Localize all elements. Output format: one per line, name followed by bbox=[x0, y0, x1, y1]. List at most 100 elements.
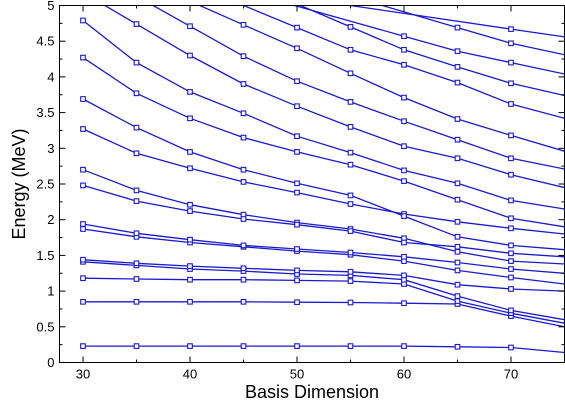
data-point-s9-x30 bbox=[80, 182, 86, 189]
data-point-s15-x40 bbox=[187, 23, 193, 30]
series-line-3 bbox=[82, 277, 565, 324]
data-point-s5-x45 bbox=[240, 265, 247, 272]
axes-group: 30 40 50 60 70 0 0.5 1 1.5 2 2.5 3 3.5 4 4.5 5 bbox=[36, 0, 565, 382]
y-tick-label-1: 1 bbox=[47, 284, 54, 299]
series-line-11 bbox=[82, 98, 565, 251]
series-lines-group bbox=[82, 5, 565, 354]
y-tick-label-2.5: 2.5 bbox=[36, 177, 54, 192]
data-point-s14-x70 bbox=[508, 171, 514, 178]
data-point-s2-x55 bbox=[347, 299, 354, 306]
data-point-s3-x40 bbox=[187, 276, 193, 283]
data-point-s1-x60 bbox=[401, 343, 407, 349]
data-point-s5-x50 bbox=[294, 267, 300, 274]
data-point-s17-x60 bbox=[401, 61, 407, 68]
data-point-s8-x70 bbox=[508, 258, 514, 264]
data-point-s12-x65 bbox=[454, 196, 461, 203]
data-point-s11-x65 bbox=[454, 233, 461, 240]
data-point-s13-x30 bbox=[80, 17, 86, 24]
series-line-16 bbox=[198, 5, 565, 152]
data-point-s11-x45 bbox=[240, 166, 247, 173]
data-point-s19-x65 bbox=[454, 48, 461, 55]
data-point-s6-x65 bbox=[454, 267, 461, 274]
data-point-s9-x55 bbox=[347, 228, 354, 234]
data-point-s12-x45 bbox=[240, 134, 247, 141]
series-line-14 bbox=[103, 5, 565, 189]
data-point-s2-x60 bbox=[401, 300, 407, 307]
data-point-s9-x35 bbox=[133, 198, 140, 204]
data-point-s15-x55 bbox=[347, 99, 354, 105]
data-point-s2-x40 bbox=[187, 298, 193, 305]
data-point-s7-x55 bbox=[347, 249, 354, 256]
data-point-s5-x35 bbox=[133, 260, 140, 267]
data-point-s15-x60 bbox=[401, 118, 407, 125]
data-point-s20-x65 bbox=[454, 24, 461, 31]
data-point-s11-x70 bbox=[508, 242, 514, 249]
data-point-s13-x70 bbox=[508, 197, 514, 204]
data-point-s14-x45 bbox=[240, 81, 247, 87]
data-point-s18-x70 bbox=[508, 80, 514, 87]
data-point-s12-x70 bbox=[508, 215, 514, 222]
plot-frame bbox=[59, 5, 565, 363]
data-point-s16-x65 bbox=[454, 116, 461, 122]
data-point-s12-x55 bbox=[347, 161, 354, 168]
data-point-s13-x40 bbox=[187, 89, 193, 95]
series-line-1 bbox=[83, 345, 565, 354]
data-point-s11-x50 bbox=[294, 180, 300, 187]
y-tick-label-4: 4 bbox=[47, 69, 54, 84]
data-point-s12-x50 bbox=[294, 149, 300, 155]
data-point-s12-x40 bbox=[187, 115, 193, 122]
data-point-s10-x30 bbox=[80, 126, 86, 132]
data-point-s9-x65 bbox=[454, 243, 461, 250]
data-point-s12-x30 bbox=[80, 54, 86, 61]
data-point-s1-x40 bbox=[187, 343, 193, 349]
data-point-s2-x30 bbox=[80, 298, 86, 305]
data-point-s13-x65 bbox=[454, 180, 461, 187]
y-tick-label-0.5: 0.5 bbox=[36, 319, 54, 334]
data-point-s5-x60 bbox=[401, 272, 407, 279]
y-tick-label-3: 3 bbox=[47, 141, 54, 156]
data-point-s14-x65 bbox=[454, 155, 461, 162]
data-point-s5-x40 bbox=[187, 263, 193, 269]
data-point-s3-x35 bbox=[133, 276, 140, 282]
data-point-s9-x60 bbox=[401, 239, 407, 246]
data-point-s18-x65 bbox=[454, 64, 461, 70]
data-point-s17-x55 bbox=[347, 46, 354, 53]
data-point-s16-x45 bbox=[240, 21, 247, 28]
data-point-s17-x70 bbox=[508, 101, 514, 107]
series-line-12 bbox=[82, 57, 565, 228]
data-point-s5-x65 bbox=[454, 281, 461, 288]
data-point-s7-x70 bbox=[508, 266, 514, 272]
data-point-s5-x30 bbox=[80, 256, 86, 263]
data-point-s3-x65 bbox=[454, 298, 461, 304]
data-point-s16-x50 bbox=[294, 45, 300, 52]
data-point-s3-x55 bbox=[347, 278, 354, 284]
data-point-s12-x35 bbox=[133, 90, 140, 97]
data-point-s1-x70 bbox=[508, 344, 514, 351]
y-tick-label-0: 0 bbox=[47, 355, 54, 370]
y-tick-label-5: 5 bbox=[47, 0, 54, 13]
series-line-5 bbox=[82, 259, 565, 292]
data-point-s18-x60 bbox=[401, 46, 407, 53]
data-point-s16-x55 bbox=[347, 70, 354, 77]
data-point-s15-x65 bbox=[454, 136, 461, 143]
data-point-s6-x30 bbox=[80, 226, 86, 232]
data-point-s1-x45 bbox=[240, 343, 247, 349]
data-point-s7-x35 bbox=[133, 230, 140, 237]
data-point-s8-x40 bbox=[187, 201, 193, 208]
series-line-7 bbox=[82, 223, 565, 274]
series-line-17 bbox=[241, 5, 565, 119]
data-point-s7-x40 bbox=[187, 236, 193, 243]
data-point-s14-x35 bbox=[133, 21, 140, 27]
data-point-s11-x60 bbox=[401, 213, 407, 219]
data-point-s3-x30 bbox=[80, 275, 86, 282]
data-point-s16-x70 bbox=[508, 132, 514, 139]
data-point-s14-x50 bbox=[294, 103, 300, 110]
x-tick-label-60: 60 bbox=[397, 367, 411, 382]
data-point-s11-x35 bbox=[133, 124, 140, 131]
series-line-2 bbox=[83, 301, 565, 328]
series-line-18 bbox=[298, 5, 565, 97]
data-point-s10-x45 bbox=[240, 179, 247, 185]
data-point-s17-x65 bbox=[454, 79, 461, 86]
data-point-s19-x60 bbox=[401, 33, 407, 40]
